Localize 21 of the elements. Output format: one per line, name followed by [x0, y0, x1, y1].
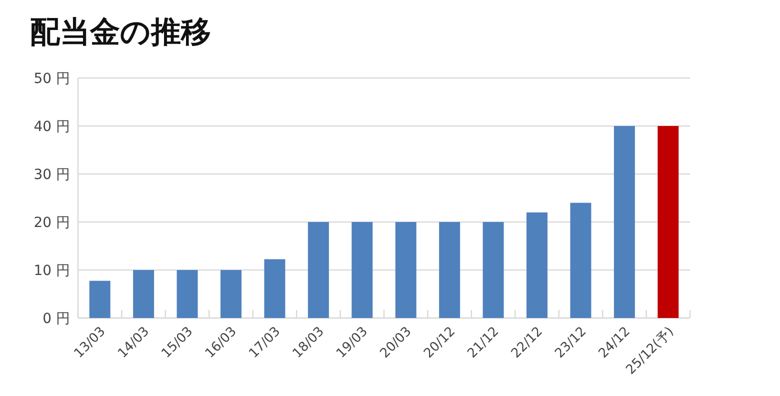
bar	[352, 222, 373, 318]
y-tick-label: 30 円	[34, 167, 70, 183]
bar	[308, 222, 329, 318]
bar	[133, 270, 154, 318]
bar	[220, 270, 242, 318]
y-tick-label: 40 円	[34, 119, 70, 135]
chart-title: 配当金の推移	[30, 15, 211, 50]
bar	[570, 202, 592, 318]
bar	[395, 222, 416, 318]
bar	[439, 222, 460, 318]
y-tick-label: 10 円	[34, 263, 70, 279]
bar	[264, 259, 286, 318]
bar	[482, 222, 504, 318]
bar	[89, 280, 110, 318]
bar	[614, 126, 635, 318]
bar	[658, 126, 679, 318]
y-tick-label: 50 円	[34, 71, 70, 87]
y-tick-label: 0 円	[42, 311, 70, 327]
y-tick-label: 20 円	[34, 215, 70, 231]
bar	[176, 270, 198, 318]
bar	[526, 212, 548, 318]
